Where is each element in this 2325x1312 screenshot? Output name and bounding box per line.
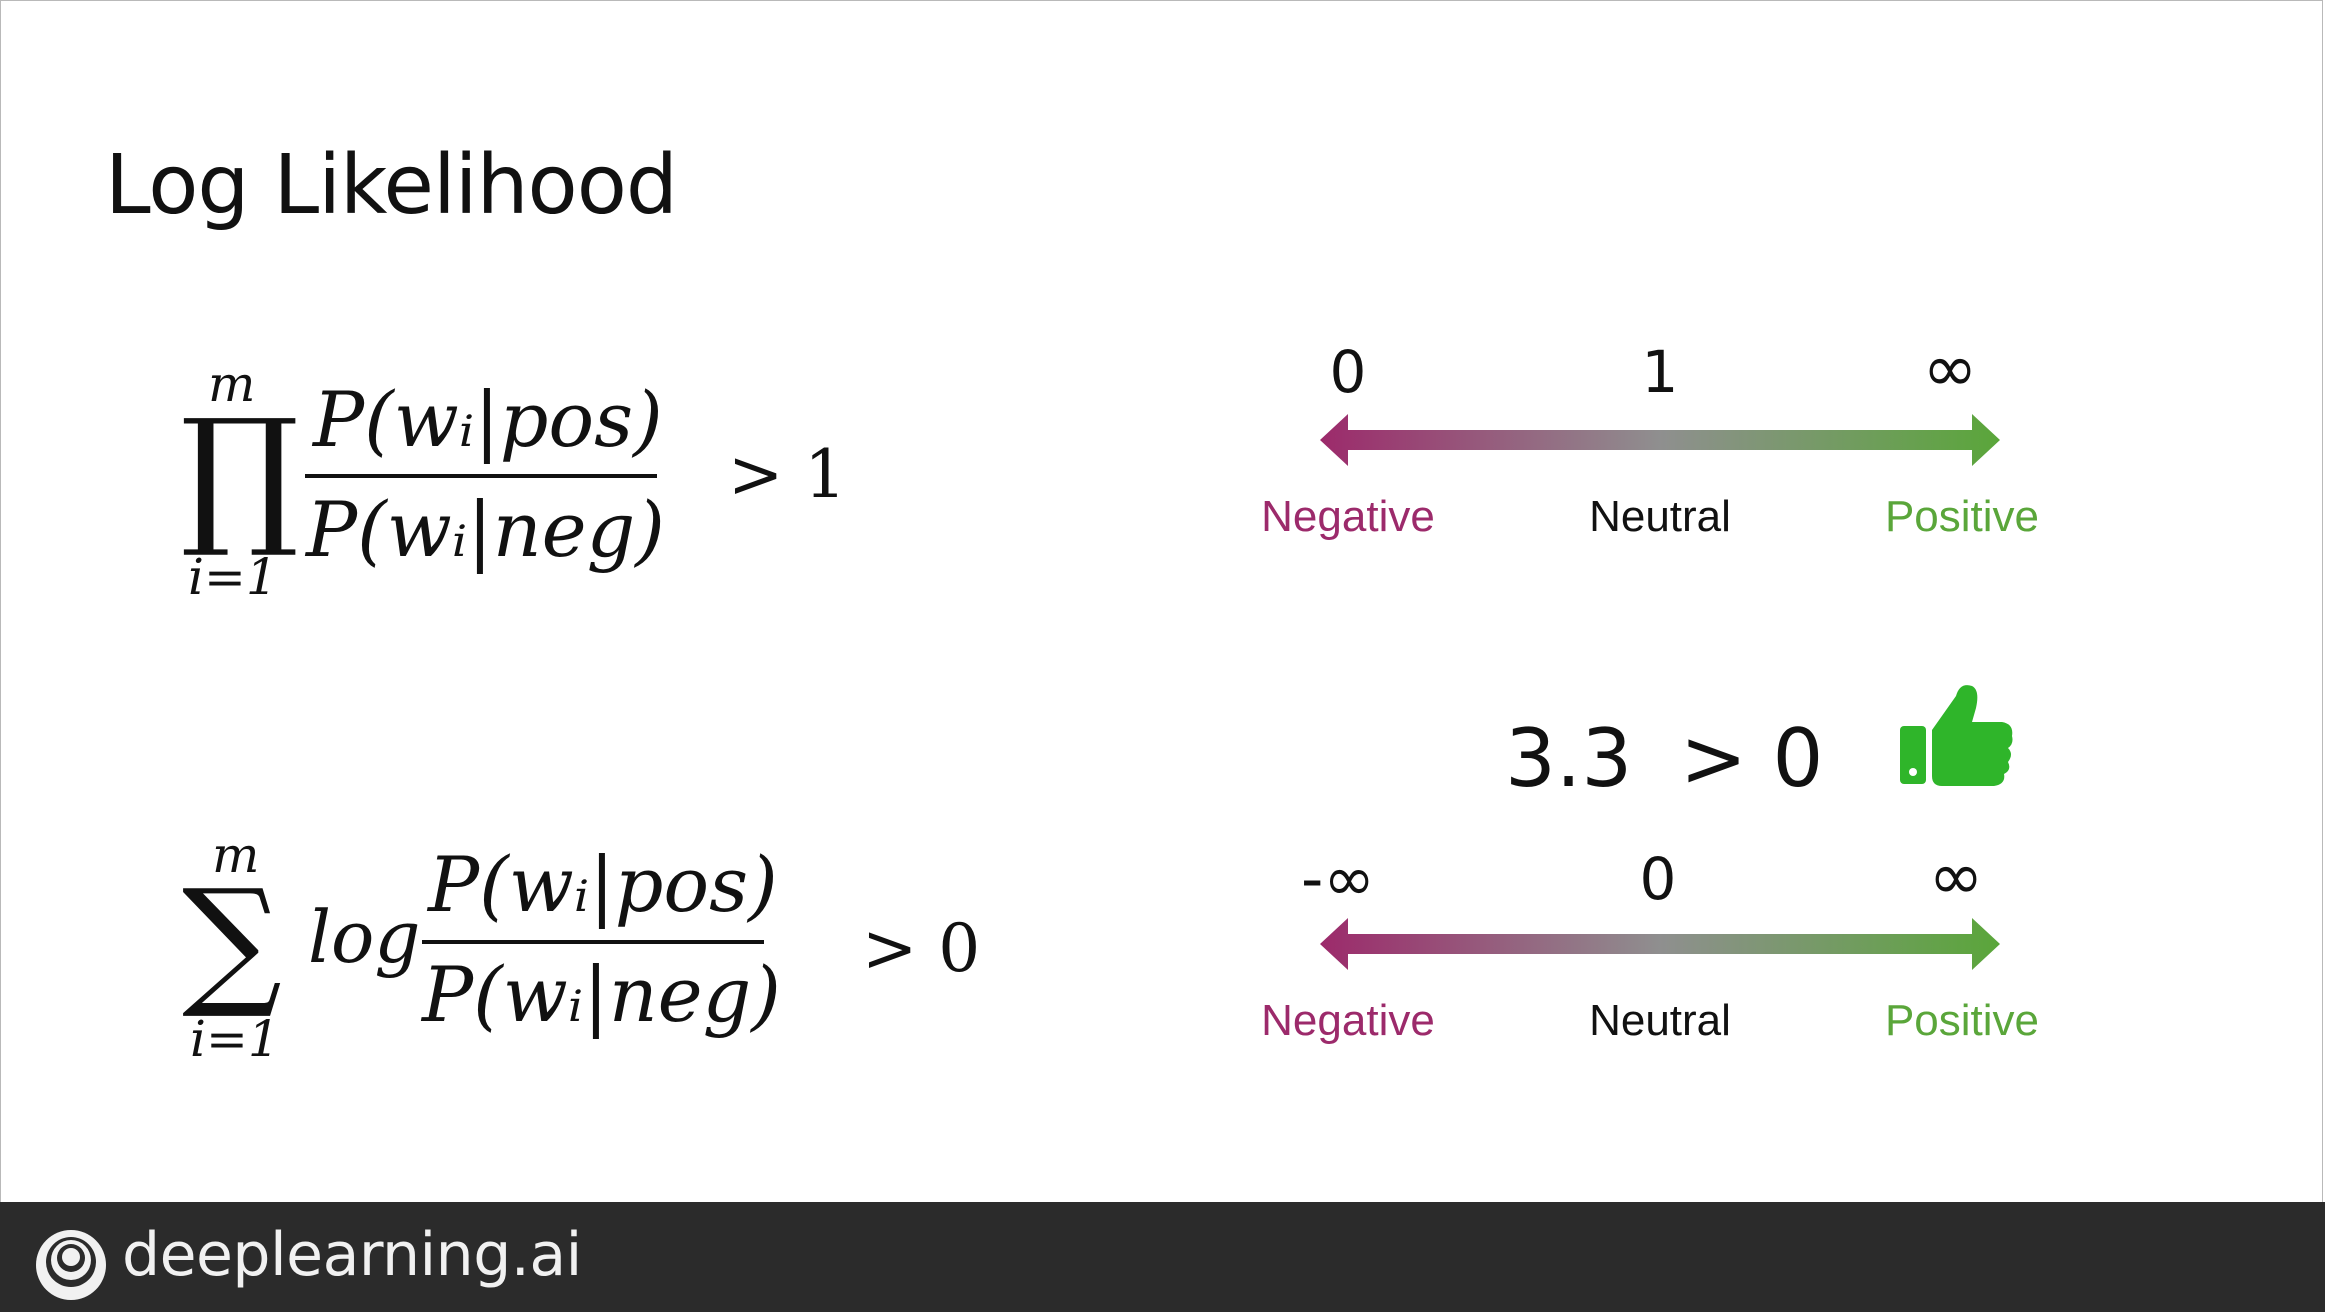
- product-numerator: P(wᵢ|pos): [313, 375, 663, 464]
- ratio-right-value: ∞: [1922, 330, 1978, 407]
- sum-lower-limit: i=1: [190, 1010, 280, 1068]
- log-right-value: ∞: [1928, 838, 1984, 915]
- ratio-left-value: 0: [1329, 338, 1367, 406]
- ratio-gradient-arrow: [1320, 414, 2000, 466]
- deeplearning-logo-icon: [36, 1230, 106, 1300]
- log-text: log: [308, 895, 421, 979]
- sum-upper-limit: m: [212, 826, 260, 884]
- sum-fraction-bar: [422, 940, 764, 944]
- product-relation: > 1: [728, 436, 847, 513]
- score-comparison: > 0: [1680, 712, 1824, 805]
- ratio-neutral-label: Neutral: [1589, 492, 1731, 541]
- sum-numerator: P(wᵢ|pos): [428, 840, 778, 929]
- log-neutral-label: Neutral: [1589, 996, 1731, 1045]
- log-negative-label: Negative: [1261, 996, 1435, 1045]
- product-denominator: P(wᵢ|neg): [306, 485, 665, 574]
- ratio-mid-value: 1: [1641, 338, 1679, 406]
- sum-symbol: ∑: [182, 860, 282, 1023]
- log-left-value: -∞: [1300, 842, 1376, 915]
- slide-title: Log Likelihood: [105, 138, 678, 233]
- sum-denominator: P(wᵢ|neg): [422, 950, 781, 1039]
- sum-relation: > 0: [862, 910, 981, 987]
- product-fraction-bar: [305, 474, 657, 478]
- log-mid-value: 0: [1639, 845, 1677, 913]
- thumbs-up-icon: [1900, 685, 2013, 786]
- ratio-negative-label: Negative: [1261, 492, 1435, 541]
- footer-bar: deeplearning.ai: [0, 1202, 2325, 1312]
- score-value: 3.3: [1505, 712, 1633, 805]
- brand-name[interactable]: deeplearning.ai: [122, 1220, 582, 1290]
- product-symbol: ∏: [180, 388, 300, 562]
- ratio-positive-label: Positive: [1884, 492, 2040, 541]
- product-upper-limit: m: [208, 355, 256, 413]
- product-lower-limit: i=1: [188, 548, 278, 606]
- log-positive-label: Positive: [1884, 996, 2040, 1045]
- log-gradient-arrow: [1320, 918, 2000, 970]
